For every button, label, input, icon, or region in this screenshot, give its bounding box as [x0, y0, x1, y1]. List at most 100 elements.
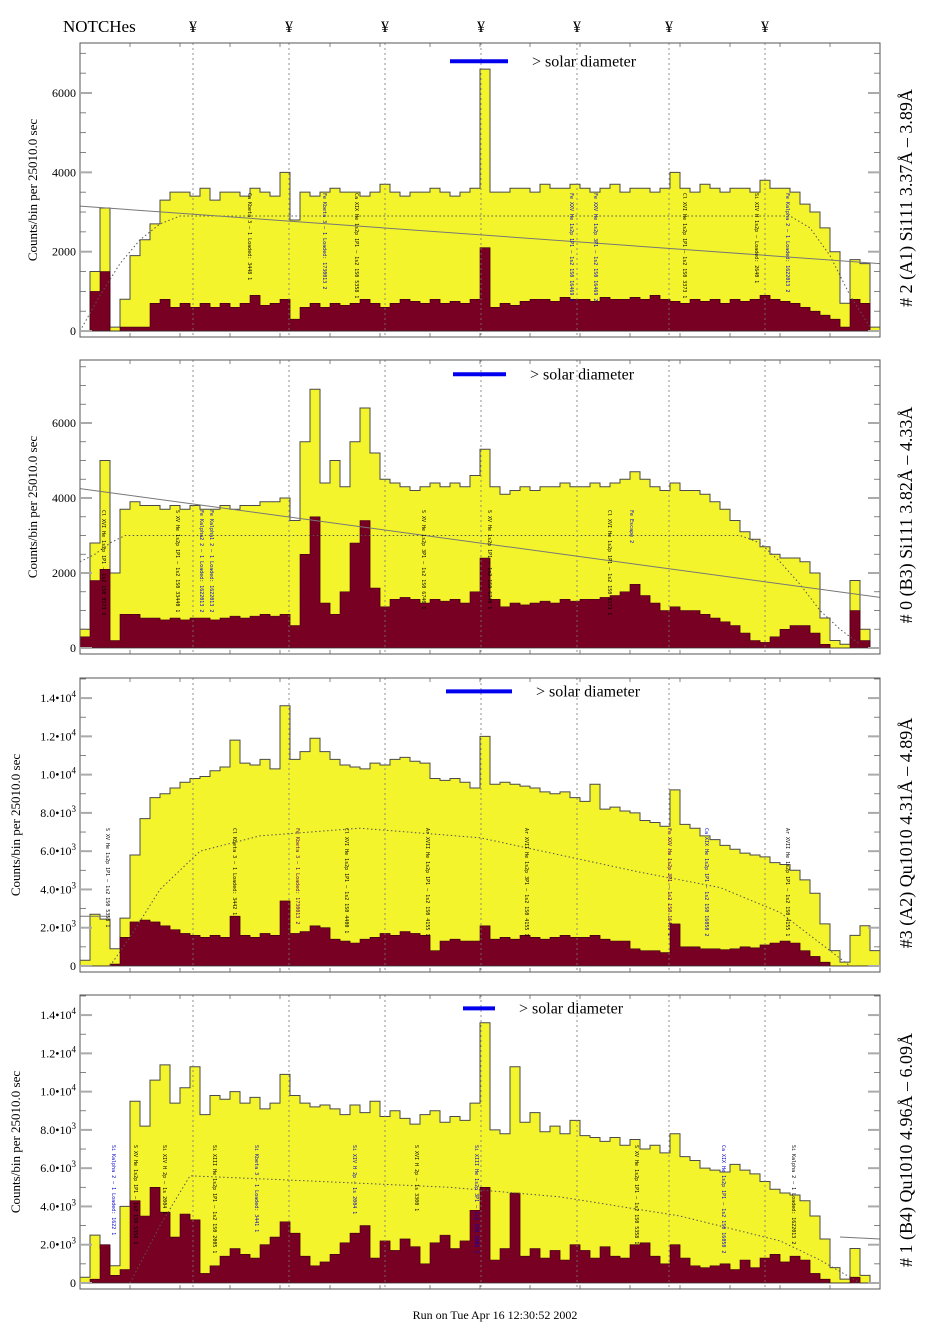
upper-bar	[400, 1118, 411, 1283]
upper-bar	[140, 239, 151, 332]
lower-bar	[370, 1258, 381, 1283]
lower-bar	[140, 327, 151, 332]
upper-bar	[620, 192, 631, 332]
lower-bar	[580, 299, 591, 332]
y-tick-label: 4.0•103	[40, 880, 76, 896]
lower-bar	[770, 943, 781, 966]
upper-bar	[110, 573, 121, 648]
lower-bar	[390, 1250, 401, 1283]
upper-bar	[280, 498, 291, 648]
upper-bar	[210, 509, 221, 648]
lower-bar	[680, 610, 691, 648]
lower-bar	[310, 516, 321, 648]
lower-bar	[720, 1263, 731, 1283]
upper-bar	[230, 740, 241, 966]
upper-bar	[780, 558, 791, 648]
lower-bar	[600, 297, 611, 332]
upper-bar	[290, 1095, 301, 1283]
lower-bar	[200, 618, 211, 648]
y-tick-label: 4.0•103	[40, 1197, 76, 1213]
upper-bar	[630, 1139, 641, 1283]
lower-bar	[500, 606, 511, 648]
lower-bar	[490, 307, 501, 332]
lower-bar	[370, 937, 381, 966]
lower-bar	[240, 935, 251, 966]
upper-bar	[470, 788, 481, 966]
upper-bar	[520, 486, 531, 648]
lower-bar	[190, 618, 201, 648]
lower-bar	[510, 939, 521, 966]
upper-bar	[750, 192, 761, 332]
upper-bar	[490, 784, 501, 966]
upper-bar	[310, 1106, 321, 1283]
upper-bar	[230, 1091, 241, 1283]
lower-bar	[640, 299, 651, 332]
upper-bar	[540, 1131, 551, 1283]
line-annotation: Ca XIX He 1s2p 1P1 – 1s2 1S0 16050 2	[720, 1145, 726, 1253]
line-annotation: Ca Kbeta 3 – 1 Loaded: 3448 1	[246, 193, 252, 280]
upper-bar	[400, 196, 411, 332]
upper-bar	[690, 490, 701, 648]
solar-diameter-label: > solar diameter	[519, 1000, 624, 1017]
tick-exponent: 3	[72, 842, 77, 852]
lower-bar	[650, 603, 661, 648]
upper-bar	[270, 1103, 281, 1283]
upper-bar	[750, 539, 761, 648]
notch-marker: ¥	[665, 19, 673, 36]
lower-bar	[360, 939, 371, 966]
lower-bar	[230, 307, 241, 332]
upper-bar	[150, 223, 161, 332]
lower-bar	[280, 614, 291, 648]
upper-bar	[270, 768, 281, 966]
lower-bar	[810, 633, 821, 648]
tick-base: 0	[70, 1276, 76, 1290]
panels: Ca Kbeta 3 – 1 Loaded: 3448 1 Fe Kbeta 3 …	[8, 42, 917, 1290]
upper-bar	[810, 212, 821, 332]
lower-bar	[120, 327, 131, 332]
upper-bar	[340, 765, 351, 966]
tick-exponent: 4	[72, 766, 77, 776]
upper-bar	[240, 505, 251, 648]
upper-bar	[650, 1145, 661, 1283]
panel-2: S XV He 1s2p 1P1 – 1s2 1S0 5358 1 Cl Kbet…	[8, 677, 917, 973]
lower-bar	[400, 299, 411, 332]
lower-bar	[850, 1277, 861, 1283]
lower-bar	[200, 937, 211, 966]
lower-bar	[450, 599, 461, 648]
upper-bar	[170, 1103, 181, 1283]
lower-bar	[640, 595, 651, 648]
lower-bar	[730, 625, 741, 648]
upper-bar	[520, 188, 531, 332]
lower-bar	[620, 299, 631, 332]
lower-bar	[450, 301, 461, 332]
upper-bar	[320, 751, 331, 966]
lower-bar	[780, 301, 791, 332]
lower-bar	[290, 1233, 301, 1283]
tick-exponent: 4	[72, 689, 77, 699]
lower-bar	[650, 295, 661, 332]
upper-bar	[320, 192, 331, 332]
upper-bar	[300, 751, 311, 966]
upper-bar	[570, 1120, 581, 1283]
upper-bar	[420, 763, 431, 966]
line-annotation: Si XIV H 2p – 1s 2004 1	[351, 1145, 357, 1214]
lower-bar	[710, 299, 721, 332]
lower-bar	[290, 933, 301, 966]
lower-bar	[690, 946, 701, 966]
lower-bar	[600, 597, 611, 648]
lower-bar	[730, 948, 741, 966]
line-annotation: Fe Kbeta 3 – 1 Loaded: 1730013 2	[294, 828, 300, 924]
lower-bar	[620, 1258, 631, 1283]
upper-bar	[530, 788, 541, 966]
lower-bar	[550, 1250, 561, 1283]
upper-bar	[740, 531, 751, 648]
lower-bar	[700, 614, 711, 648]
upper-bar	[140, 818, 151, 966]
line-annotation: Fe Escape 2	[628, 510, 634, 543]
upper-bar	[720, 845, 731, 966]
upper-bar	[330, 460, 341, 648]
upper-bar	[180, 509, 191, 648]
lower-bar	[750, 640, 761, 648]
lower-bar	[250, 1258, 261, 1283]
lower-bar	[820, 644, 831, 648]
